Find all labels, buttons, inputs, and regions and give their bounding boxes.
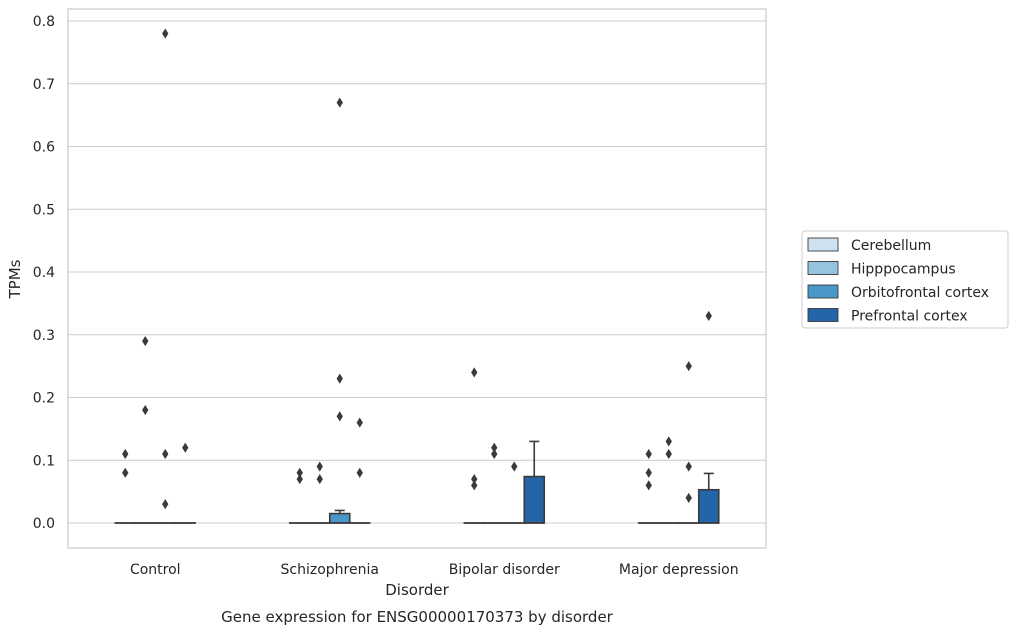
x-axis-label: Disorder bbox=[385, 581, 449, 599]
outlier-point bbox=[705, 310, 712, 321]
outlier-point bbox=[471, 474, 478, 485]
box-body bbox=[523, 475, 546, 524]
y-tick-label: 0.3 bbox=[33, 328, 55, 344]
outlier-point bbox=[162, 499, 169, 510]
y-tick-label: 0.5 bbox=[33, 202, 55, 218]
y-tick-label: 0.8 bbox=[33, 14, 55, 30]
outlier-point bbox=[122, 448, 129, 460]
box-prefrontal-cortex bbox=[523, 440, 546, 524]
y-axis-label: TPMs bbox=[6, 259, 24, 299]
outlier-point bbox=[316, 461, 323, 472]
outlier-point bbox=[182, 442, 189, 453]
outlier-point bbox=[356, 417, 363, 428]
box-hipppocampus bbox=[134, 335, 157, 524]
box-prefrontal-cortex bbox=[174, 442, 197, 524]
legend-swatch bbox=[807, 308, 839, 322]
y-tick-label: 0.0 bbox=[33, 516, 55, 532]
outlier-point bbox=[142, 335, 149, 347]
outlier-point bbox=[356, 467, 363, 478]
y-tick-label: 0.7 bbox=[33, 77, 55, 93]
outlier-point bbox=[162, 448, 169, 460]
chart-caption: Gene expression for ENSG00000170373 by d… bbox=[221, 608, 614, 626]
outlier-point bbox=[122, 467, 129, 478]
box-orbitofrontal-cortex bbox=[154, 28, 177, 524]
box-orbitofrontal-cortex bbox=[677, 361, 700, 524]
x-tick-label: Control bbox=[130, 562, 181, 578]
legend-swatch bbox=[807, 261, 839, 275]
y-tick-label: 0.4 bbox=[33, 265, 55, 281]
outlier-point bbox=[296, 474, 303, 485]
box-orbitofrontal-cortex bbox=[328, 97, 351, 524]
outlier-point bbox=[471, 367, 478, 378]
y-tick-label: 0.2 bbox=[33, 391, 55, 407]
y-tick-label: 0.6 bbox=[33, 140, 55, 156]
box-prefrontal-cortex bbox=[697, 310, 720, 524]
outlier-point bbox=[336, 373, 343, 384]
grid-lines bbox=[68, 20, 766, 524]
outlier-point bbox=[491, 448, 498, 460]
outlier-point bbox=[685, 492, 692, 503]
legend-label: Hipppocampus bbox=[851, 262, 956, 278]
outlier-point bbox=[665, 448, 672, 460]
outlier-point bbox=[685, 361, 692, 372]
x-tick-label: Major depression bbox=[619, 562, 739, 578]
box-hipppocampus bbox=[483, 442, 506, 524]
legend-swatch bbox=[807, 237, 839, 252]
box-hipppocampus bbox=[308, 461, 331, 524]
outlier-point bbox=[645, 480, 652, 491]
legend-frame bbox=[801, 230, 1009, 329]
outlier-point bbox=[645, 448, 652, 460]
outlier-point bbox=[296, 467, 303, 478]
outlier-point bbox=[491, 442, 498, 453]
outlier-point bbox=[471, 480, 478, 491]
outlier-point bbox=[336, 411, 343, 422]
y-tick-labels: 0.0 0.1 0.2 0.3 0.4 0.5 0.6 0.7 0.8 bbox=[33, 14, 55, 532]
box-cerebellum bbox=[637, 448, 660, 524]
box-cerebellum bbox=[288, 467, 311, 524]
legend-label: Cerebellum bbox=[851, 238, 931, 254]
box-hipppocampus bbox=[657, 436, 680, 524]
outlier-point bbox=[142, 404, 149, 416]
outlier-point bbox=[511, 461, 518, 472]
x-tick-label: Schizophrenia bbox=[281, 562, 379, 578]
box-prefrontal-cortex bbox=[348, 417, 371, 524]
box-body bbox=[328, 512, 351, 524]
box-marks bbox=[114, 28, 720, 524]
legend: Cerebellum Hipppocampus Orbitofrontal cort… bbox=[801, 230, 1009, 329]
box-orbitofrontal-cortex bbox=[503, 461, 526, 524]
outlier-point bbox=[336, 97, 343, 108]
box-cerebellum bbox=[463, 367, 486, 524]
box-body bbox=[697, 488, 720, 524]
legend-swatch bbox=[807, 284, 839, 299]
outlier-point bbox=[685, 461, 692, 472]
outlier-point bbox=[645, 467, 652, 478]
plot-area-frame bbox=[67, 8, 767, 549]
x-tick-labels: Control Schizophrenia Bipolar disorder Majo… bbox=[130, 562, 739, 578]
outlier-point bbox=[665, 436, 672, 447]
x-tick-label: Bipolar disorder bbox=[449, 562, 560, 578]
outlier-point bbox=[316, 474, 323, 485]
y-tick-label: 0.1 bbox=[33, 453, 55, 469]
legend-label: Prefrontal cortex bbox=[851, 309, 968, 325]
outlier-point bbox=[162, 28, 169, 39]
legend-label: Orbitofrontal cortex bbox=[851, 285, 989, 301]
